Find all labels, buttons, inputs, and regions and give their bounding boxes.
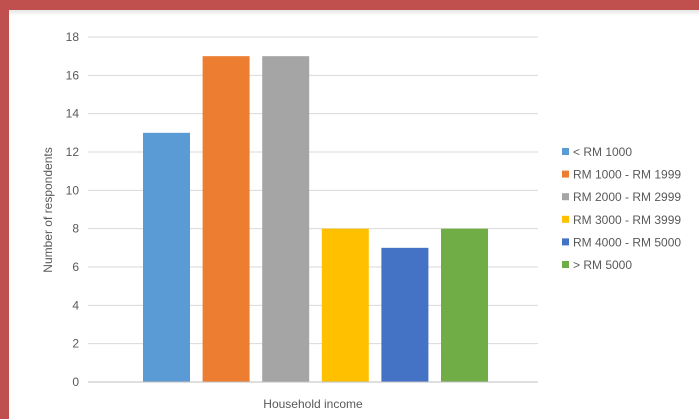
- y-tick-label: 8: [72, 222, 79, 236]
- bar: [441, 228, 488, 382]
- y-tick-label: 14: [66, 107, 80, 121]
- bar: [381, 247, 429, 382]
- y-tick-label: 0: [72, 375, 79, 389]
- legend-label: RM 2000 - RM 2999: [573, 190, 681, 204]
- bar: [143, 132, 190, 382]
- legend-swatch: [562, 238, 569, 246]
- bar: [262, 56, 310, 383]
- bar: [202, 56, 250, 383]
- legend-label: RM 1000 - RM 1999: [573, 168, 681, 182]
- legend-label: < RM 1000: [573, 145, 632, 159]
- legend: < RM 1000 RM 1000 - RM 1999 RM 2000 - RM 2…: [562, 145, 681, 272]
- y-tick-label: 6: [72, 260, 79, 274]
- legend-swatch: [562, 170, 569, 178]
- y-tick-label: 18: [66, 30, 80, 44]
- x-axis-title: Household income: [263, 397, 363, 411]
- y-tick-label: 12: [66, 145, 80, 159]
- legend-swatch: [562, 148, 569, 155]
- bars: [143, 56, 488, 383]
- y-tick-label: 2: [72, 337, 79, 351]
- legend-swatch: [562, 215, 569, 223]
- y-tick-label: 10: [66, 183, 80, 197]
- legend-label: RM 3000 - RM 3999: [573, 213, 681, 227]
- legend-label: > RM 5000: [573, 258, 632, 272]
- legend-label: RM 4000 - RM 5000: [573, 235, 681, 249]
- y-tick-label: 16: [66, 68, 80, 82]
- y-tick-labels: 0 2 4 6 8 10 12 14 16 18: [66, 30, 80, 389]
- bar: [321, 228, 369, 382]
- frame-shadow: [9, 10, 699, 16]
- legend-swatch: [562, 261, 569, 268]
- y-tick-label: 4: [72, 298, 79, 312]
- y-axis-title: Number of respondents: [41, 147, 55, 272]
- legend-swatch: [562, 193, 569, 201]
